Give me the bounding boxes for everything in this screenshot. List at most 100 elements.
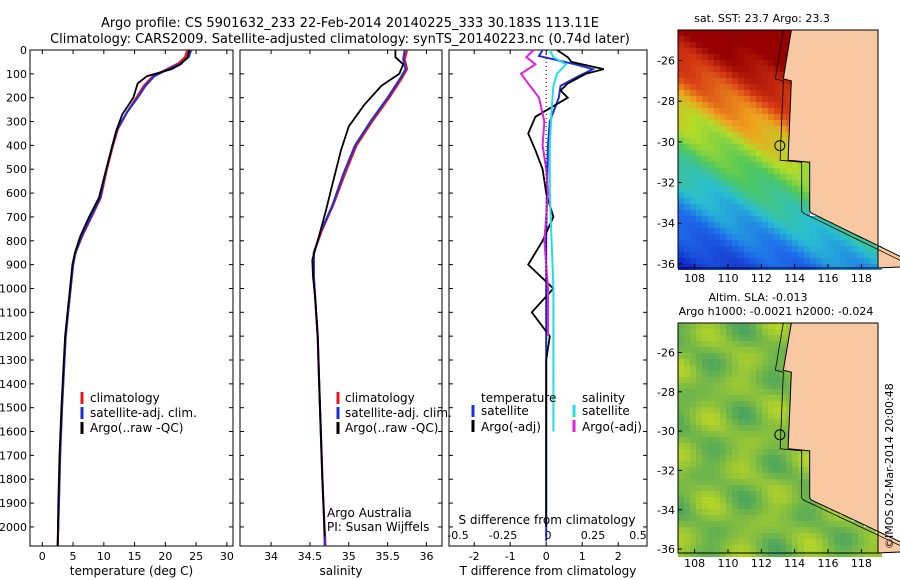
map-cell: [774, 156, 780, 162]
map-cell: [708, 347, 714, 353]
map-cell: [780, 150, 786, 156]
map-cell: [738, 234, 744, 240]
map-cell: [708, 204, 714, 210]
map-cell: [780, 180, 786, 186]
map-cell: [846, 234, 852, 240]
map-cell: [696, 401, 702, 407]
map-cell: [732, 66, 738, 72]
y-tick-label: 200: [6, 92, 27, 105]
map-x-tick-label: 112: [751, 272, 772, 285]
annotation-pi: PI: Susan Wijffels: [327, 520, 429, 534]
map-cell: [684, 401, 690, 407]
map-cell: [714, 120, 720, 126]
map-cell: [756, 84, 762, 90]
map-cell: [696, 503, 702, 509]
map-cell: [786, 533, 792, 539]
sla-map-subtitle: Argo h1000: -0.0021 h2000: -0.024: [679, 305, 874, 318]
map-cell: [684, 395, 690, 401]
map-cell: [738, 359, 744, 365]
map-cell: [738, 329, 744, 335]
map-cell: [828, 527, 834, 533]
map-cell: [768, 491, 774, 497]
map-cell: [756, 120, 762, 126]
map-cell: [762, 258, 768, 264]
map-cell: [708, 425, 714, 431]
map-cell: [768, 36, 774, 42]
map-cell: [720, 335, 726, 341]
map-cell: [720, 180, 726, 186]
map-cell: [714, 449, 720, 455]
map-cell: [804, 539, 810, 545]
map-cell: [714, 497, 720, 503]
map-cell: [714, 329, 720, 335]
map-cell: [762, 353, 768, 359]
map-cell: [816, 258, 822, 264]
map-cell: [840, 252, 846, 258]
map-cell: [810, 533, 816, 539]
map-cell: [720, 359, 726, 365]
map-cell: [804, 491, 810, 497]
map-cell: [690, 252, 696, 258]
map-cell: [708, 473, 714, 479]
map-cell: [738, 545, 744, 551]
map-cell: [744, 144, 750, 150]
map-cell: [738, 353, 744, 359]
map-cell: [708, 216, 714, 222]
map-cell: [720, 353, 726, 359]
map-cell: [720, 108, 726, 114]
map-cell: [792, 467, 798, 473]
map-cell: [678, 150, 684, 156]
sla-map: 108 110 112 114 116 118-26-28-30-32-34-36: [657, 322, 900, 570]
map-cell: [726, 66, 732, 72]
x-tick-label: 25: [189, 550, 203, 563]
map-cell: [750, 180, 756, 186]
map-cell: [762, 521, 768, 527]
map-cell: [750, 192, 756, 198]
map-cell: [696, 204, 702, 210]
map-cell: [696, 258, 702, 264]
map-cell: [786, 521, 792, 527]
map-cell: [732, 383, 738, 389]
map-cell: [732, 359, 738, 365]
map-cell: [720, 234, 726, 240]
map-cell: [756, 473, 762, 479]
map-cell: [690, 359, 696, 365]
map-cell: [798, 479, 804, 485]
map-cell: [774, 108, 780, 114]
map-cell: [768, 383, 774, 389]
map-cell: [786, 78, 792, 84]
map-cell: [804, 252, 810, 258]
map-cell: [696, 120, 702, 126]
map-cell: [690, 162, 696, 168]
map-cell: [780, 455, 786, 461]
map-cell: [756, 264, 762, 270]
legend-label-s-argo: Argo(-adj): [582, 420, 642, 434]
map-cell: [720, 371, 726, 377]
map-cell: [828, 246, 834, 252]
map-cell: [726, 521, 732, 527]
map-cell: [804, 473, 810, 479]
map-cell: [768, 252, 774, 258]
map-cell: [738, 108, 744, 114]
map-cell: [858, 240, 864, 246]
map-cell: [756, 347, 762, 353]
map-cell: [762, 72, 768, 78]
map-cell: [798, 210, 804, 216]
map-cell: [690, 126, 696, 132]
map-cell: [678, 491, 684, 497]
map-cell: [768, 503, 774, 509]
map-cell: [720, 329, 726, 335]
map-cell: [702, 30, 708, 36]
map-cell: [732, 144, 738, 150]
map-cell: [786, 228, 792, 234]
map-cell: [744, 521, 750, 527]
map-cell: [744, 114, 750, 120]
map-cell: [678, 407, 684, 413]
map-cell: [708, 150, 714, 156]
map-cell: [780, 144, 786, 150]
map-cell: [762, 533, 768, 539]
map-cell: [834, 539, 840, 545]
map-cell: [738, 198, 744, 204]
map-cell: [846, 240, 852, 246]
map-cell: [708, 222, 714, 228]
